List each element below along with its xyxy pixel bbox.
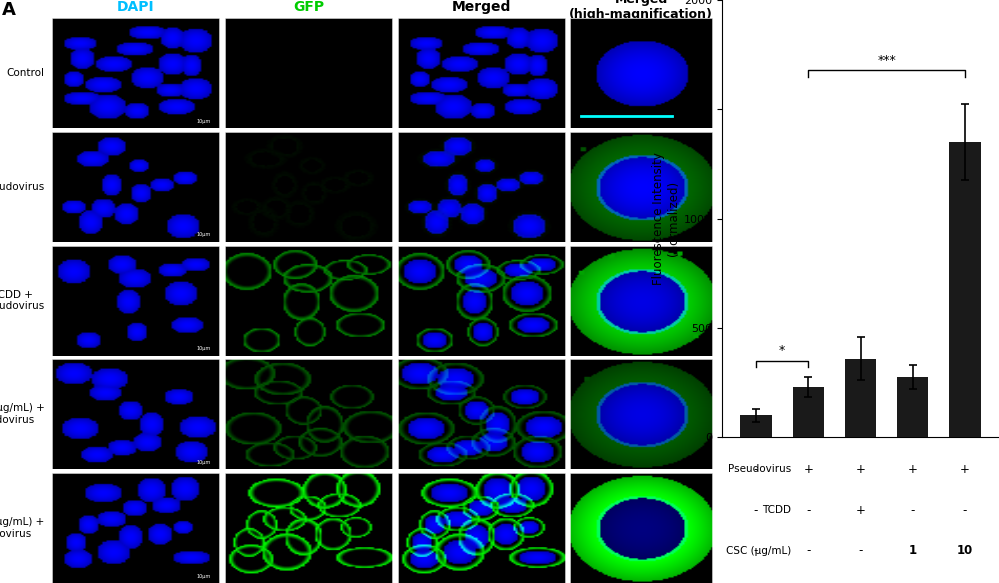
Text: CSC (1μg/mL) +
Pseudovirus: CSC (1μg/mL) + Pseudovirus — [0, 403, 44, 425]
Text: +: + — [908, 463, 918, 476]
Text: 10μm: 10μm — [197, 346, 211, 351]
Text: CSC (μg/mL): CSC (μg/mL) — [726, 546, 791, 556]
Y-axis label: Fluorescence Intensity
(normalized): Fluorescence Intensity (normalized) — [652, 152, 680, 285]
Text: TCDD +
Pseudovirus: TCDD + Pseudovirus — [0, 290, 44, 311]
Text: -: - — [806, 504, 810, 517]
Bar — [740, 415, 771, 437]
Text: -: - — [754, 504, 758, 517]
Text: -: - — [754, 545, 758, 557]
Text: +: + — [855, 504, 865, 517]
Text: +: + — [960, 463, 970, 476]
Text: A: A — [2, 1, 16, 19]
Text: GFP: GFP — [293, 0, 324, 14]
Text: Pseudovirus: Pseudovirus — [728, 464, 791, 475]
Text: -: - — [858, 545, 863, 557]
Text: 10μm: 10μm — [197, 233, 211, 237]
Text: 10μm: 10μm — [197, 574, 211, 578]
Text: -: - — [754, 463, 758, 476]
Text: -: - — [963, 504, 967, 517]
Text: +: + — [803, 463, 813, 476]
Text: DAPI: DAPI — [117, 0, 155, 14]
Text: 10: 10 — [957, 545, 973, 557]
Text: Merged
(high-magnification): Merged (high-magnification) — [569, 0, 713, 21]
Text: 1: 1 — [909, 545, 917, 557]
Text: ***: *** — [877, 54, 896, 66]
Text: 10μm: 10μm — [197, 118, 211, 124]
Text: Pseudovirus: Pseudovirus — [0, 182, 44, 192]
Bar — [897, 377, 928, 437]
Text: TCDD: TCDD — [762, 505, 791, 515]
Text: -: - — [911, 504, 915, 517]
Text: Control: Control — [6, 68, 44, 78]
Text: +: + — [855, 463, 865, 476]
Text: 10μm: 10μm — [197, 460, 211, 465]
Text: *: * — [779, 345, 785, 357]
Text: CSC (10μg/mL) +
Pseudovirus: CSC (10μg/mL) + Pseudovirus — [0, 517, 44, 539]
Text: -: - — [806, 545, 810, 557]
Bar — [845, 359, 876, 437]
Text: Merged: Merged — [452, 0, 510, 14]
Bar — [792, 387, 824, 437]
Bar — [949, 142, 981, 437]
